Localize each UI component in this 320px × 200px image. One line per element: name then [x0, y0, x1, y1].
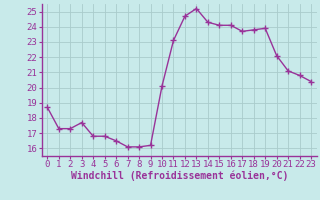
X-axis label: Windchill (Refroidissement éolien,°C): Windchill (Refroidissement éolien,°C) [70, 171, 288, 181]
